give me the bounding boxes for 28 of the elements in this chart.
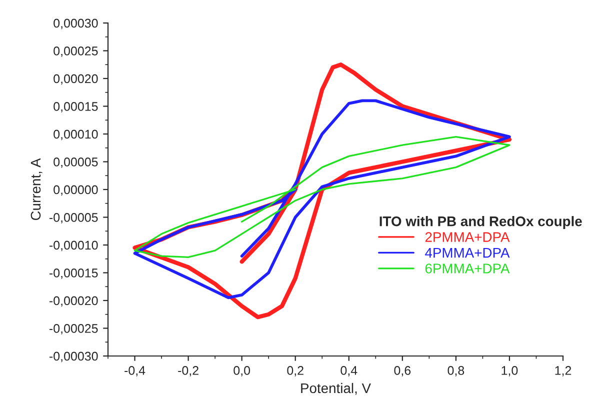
x-tick-label: 0,4 xyxy=(340,366,358,376)
legend-label: 2PMMA+DPA xyxy=(425,232,510,242)
x-tick-label: 0,0 xyxy=(234,366,250,376)
y-tick-label: -0,00005 xyxy=(49,213,98,224)
x-tick-label: 0,6 xyxy=(394,366,411,376)
y-tick-label: 0,00005 xyxy=(54,158,98,168)
x-tick-label: 1,2 xyxy=(555,366,572,376)
legend-label: 4PMMA+DPA xyxy=(425,248,510,258)
x-tick-label: 1,0 xyxy=(502,366,518,376)
y-tick-label: -0,00030 xyxy=(49,352,98,362)
x-tick-label: -0,2 xyxy=(178,366,198,376)
y-axis-title: Current, A xyxy=(30,158,42,220)
y-tick-label: -0,00025 xyxy=(49,324,98,334)
y-tick-label: 0,00030 xyxy=(54,18,98,30)
x-tick-label: 0,8 xyxy=(448,366,464,376)
y-tick-label: 0,00000 xyxy=(54,185,98,196)
y-tick-label: -0,00020 xyxy=(49,296,98,307)
y-tick-label: 0,00025 xyxy=(54,46,98,57)
y-tick-label: -0,00010 xyxy=(49,240,98,252)
y-tick-label: 0,00020 xyxy=(54,74,98,85)
x-tick-label: -0,4 xyxy=(124,366,146,376)
x-axis-title: Potential, V xyxy=(301,382,371,395)
legend-title: ITO with PB and RedOx couple xyxy=(380,216,582,229)
legend-label: 6PMMA+DPA xyxy=(425,264,510,274)
y-tick-label: 0,00015 xyxy=(54,102,98,112)
x-tick-label: 0,2 xyxy=(287,366,304,376)
y-tick-label: -0,00015 xyxy=(49,268,98,279)
y-tick-label: 0,00010 xyxy=(54,130,98,140)
